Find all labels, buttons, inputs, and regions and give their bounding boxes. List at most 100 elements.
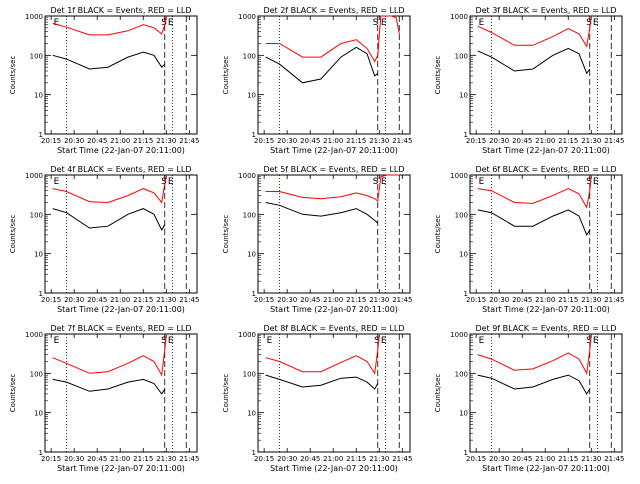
x-tick-label: 21:30 — [581, 296, 601, 304]
y-axis-label: Counts/sec — [434, 374, 442, 413]
x-tick-label: 20:45 — [512, 137, 532, 145]
x-tick-label: 21:45 — [392, 137, 412, 145]
x-tick-label: 21:45 — [392, 296, 412, 304]
plot-frame — [469, 15, 623, 135]
y-tick-label: 1000 — [238, 331, 256, 339]
lld-series-line — [265, 333, 380, 375]
x-axis-label: Start Time (22-Jan-07 20:11:00) — [482, 305, 610, 314]
lld-series-line — [265, 174, 400, 202]
events-series-line — [477, 374, 591, 395]
x-tick-label: 20:15 — [41, 455, 61, 463]
marker-e-end: E — [168, 177, 174, 187]
chart-panel-1: Det 1f BLACK = Events, RED = LLD Start Ti… — [9, 6, 199, 155]
x-tick-label: 20:30 — [489, 455, 509, 463]
x-tick-label: 20:30 — [64, 137, 84, 145]
x-tick-label: 20:45 — [87, 296, 107, 304]
marker-e-end: E — [168, 18, 174, 28]
y-tick-label: 100 — [30, 370, 43, 378]
y-tick-label: 1 — [464, 131, 468, 139]
y-tick-label: 10 — [34, 251, 43, 259]
x-tick-label: 21:15 — [558, 455, 578, 463]
y-tick-label: 100 — [243, 370, 256, 378]
y-axis-label: Counts/sec — [434, 215, 442, 254]
y-tick-label: 10 — [34, 92, 43, 100]
y-axis-label: Counts/sec — [222, 56, 230, 95]
events-series-line — [265, 374, 379, 390]
x-tick-label: 20:15 — [254, 137, 274, 145]
marker-e: E — [267, 336, 273, 346]
y-tick-label: 1 — [39, 290, 43, 298]
x-tick-label: 21:15 — [558, 137, 578, 145]
x-tick-label: 21:00 — [535, 137, 555, 145]
y-tick-label: 100 — [243, 52, 256, 60]
y-tick-label: 10 — [247, 410, 256, 418]
x-tick-label: 21:00 — [535, 455, 555, 463]
x-tick-label: 21:30 — [156, 455, 176, 463]
marker-s: S — [586, 177, 592, 187]
x-tick-label: 20:30 — [64, 296, 84, 304]
events-series-line — [477, 47, 591, 75]
lld-series-line — [52, 15, 167, 36]
chart-panel-2: Det 2f BLACK = Events, RED = LLD Start Ti… — [222, 6, 412, 155]
events-series-line — [477, 209, 591, 236]
marker-s: S — [161, 18, 167, 28]
y-tick-label: 10 — [247, 92, 256, 100]
marker-e-end: E — [593, 18, 599, 28]
y-tick-label: 1 — [39, 449, 43, 457]
lld-series-line — [52, 174, 167, 204]
x-tick-label: 20:15 — [254, 296, 274, 304]
y-axis-label: Counts/sec — [9, 56, 17, 95]
x-tick-label: 21:00 — [110, 455, 130, 463]
chart-title: Det 6f BLACK = Events, RED = LLD — [475, 165, 616, 174]
x-tick-label: 21:45 — [392, 455, 412, 463]
y-tick-label: 100 — [243, 211, 256, 219]
lld-series-line — [52, 333, 167, 377]
chart-title: Det 4f BLACK = Events, RED = LLD — [50, 165, 191, 174]
x-tick-label: 21:15 — [133, 455, 153, 463]
y-tick-label: 1 — [252, 290, 256, 298]
chart-panel-9: Det 9f BLACK = Events, RED = LLD Start Ti… — [434, 324, 624, 473]
y-tick-label: 1000 — [238, 13, 256, 21]
marker-e-end: E — [381, 177, 387, 187]
y-tick-label: 10 — [247, 251, 256, 259]
y-tick-label: 1000 — [450, 172, 468, 180]
plot-frame — [469, 333, 623, 453]
y-tick-label: 1000 — [25, 13, 43, 21]
x-tick-label: 21:00 — [323, 137, 343, 145]
x-tick-label: 21:45 — [604, 137, 624, 145]
plot-frame — [44, 333, 198, 453]
y-tick-label: 1000 — [238, 172, 256, 180]
chart-panel-3: Det 3f BLACK = Events, RED = LLD Start Ti… — [434, 6, 624, 155]
plot-frame — [257, 174, 411, 294]
marker-s: S — [374, 336, 380, 346]
x-tick-label: 20:45 — [87, 455, 107, 463]
chart-panel-7: Det 7f BLACK = Events, RED = LLD Start Ti… — [9, 324, 199, 473]
y-axis-label: Counts/sec — [222, 215, 230, 254]
y-axis-label: Counts/sec — [222, 374, 230, 413]
y-tick-label: 1 — [464, 449, 468, 457]
x-tick-label: 20:45 — [512, 296, 532, 304]
marker-s: S — [373, 177, 379, 187]
x-tick-label: 20:45 — [300, 296, 320, 304]
x-tick-label: 20:30 — [489, 296, 509, 304]
y-tick-label: 1 — [252, 131, 256, 139]
lld-series-line — [477, 333, 592, 375]
y-tick-label: 100 — [455, 211, 468, 219]
marker-s: S — [586, 18, 592, 28]
x-tick-label: 21:45 — [179, 137, 199, 145]
marker-e-end: E — [381, 336, 387, 346]
chart-title: Det 2f BLACK = Events, RED = LLD — [263, 6, 404, 15]
plot-frame — [44, 174, 198, 294]
y-axis-label: Counts/sec — [9, 215, 17, 254]
chart-panel-4: Det 4f BLACK = Events, RED = LLD Start Ti… — [9, 165, 199, 314]
marker-e-end: E — [381, 18, 387, 28]
x-tick-label: 21:45 — [179, 296, 199, 304]
chart-panel-5: Det 5f BLACK = Events, RED = LLD Start Ti… — [222, 165, 412, 314]
x-tick-label: 21:00 — [323, 455, 343, 463]
y-tick-label: 1 — [464, 290, 468, 298]
x-tick-label: 21:15 — [346, 455, 366, 463]
events-series-line — [52, 208, 166, 232]
x-axis-label: Start Time (22-Jan-07 20:11:00) — [270, 305, 398, 314]
y-tick-label: 10 — [459, 410, 468, 418]
